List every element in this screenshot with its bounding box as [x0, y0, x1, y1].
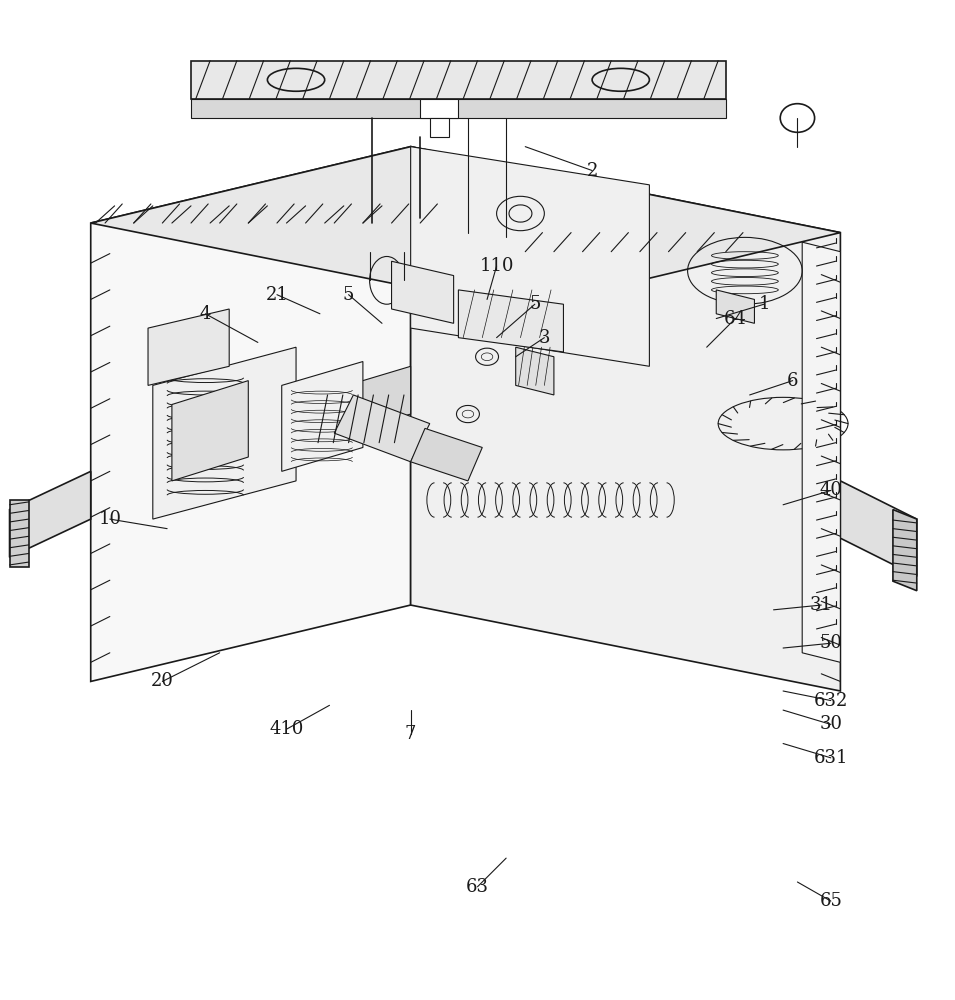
Polygon shape — [802, 242, 840, 662]
Text: 10: 10 — [98, 510, 121, 528]
Polygon shape — [420, 99, 458, 118]
Text: 7: 7 — [405, 725, 416, 743]
Text: 410: 410 — [269, 720, 304, 738]
Text: 31: 31 — [810, 596, 833, 614]
Text: 50: 50 — [819, 634, 842, 652]
Polygon shape — [91, 147, 411, 681]
Text: 5: 5 — [529, 295, 541, 313]
Text: 110: 110 — [479, 257, 514, 275]
Text: 21: 21 — [265, 286, 288, 304]
Polygon shape — [716, 290, 754, 323]
Polygon shape — [458, 290, 563, 352]
Polygon shape — [392, 261, 454, 323]
Polygon shape — [430, 118, 449, 137]
Polygon shape — [172, 381, 248, 481]
Polygon shape — [10, 471, 91, 557]
Polygon shape — [411, 428, 482, 481]
Text: 65: 65 — [819, 892, 842, 910]
Polygon shape — [153, 347, 296, 519]
Polygon shape — [893, 510, 917, 591]
Text: 6: 6 — [787, 372, 798, 390]
Text: 40: 40 — [819, 481, 842, 499]
Text: 3: 3 — [539, 329, 550, 347]
Text: 64: 64 — [724, 310, 747, 328]
Polygon shape — [315, 366, 411, 443]
Polygon shape — [91, 147, 840, 309]
Polygon shape — [840, 481, 917, 576]
Text: 2: 2 — [586, 162, 598, 180]
Polygon shape — [148, 309, 229, 385]
Polygon shape — [411, 147, 840, 691]
Polygon shape — [191, 99, 726, 118]
Polygon shape — [10, 500, 29, 567]
Text: 30: 30 — [819, 715, 842, 733]
Polygon shape — [516, 347, 554, 395]
Text: 63: 63 — [466, 878, 489, 896]
Text: 631: 631 — [814, 749, 848, 767]
Polygon shape — [411, 147, 649, 366]
Text: 632: 632 — [814, 692, 848, 710]
Polygon shape — [334, 395, 430, 462]
Text: 5: 5 — [343, 286, 354, 304]
Polygon shape — [191, 61, 726, 99]
Polygon shape — [282, 362, 363, 471]
Text: 20: 20 — [151, 672, 174, 690]
Text: 1: 1 — [758, 295, 770, 313]
Text: 4: 4 — [200, 305, 211, 323]
